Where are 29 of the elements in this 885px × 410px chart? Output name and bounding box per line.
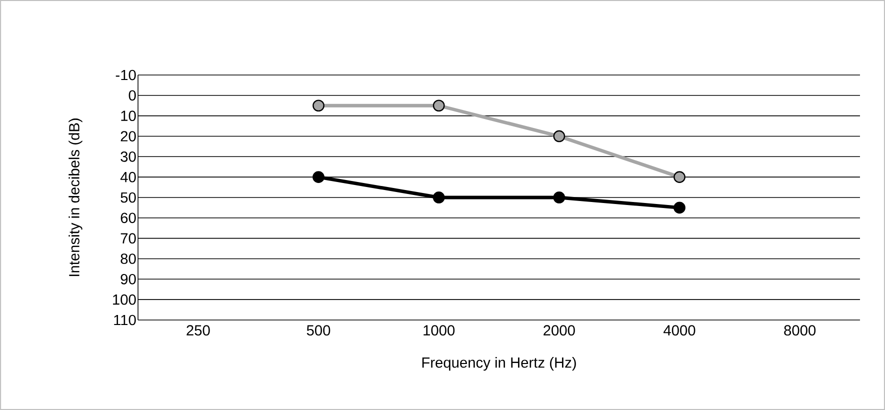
y-tick-label: 90 bbox=[120, 274, 136, 284]
x-axis-title: Frequency in Hertz (Hz) bbox=[422, 357, 576, 371]
y-tick-label: 50 bbox=[120, 192, 136, 203]
point bbox=[312, 100, 324, 112]
y-tick-label: 110 bbox=[114, 314, 136, 326]
x-tick-label: 2000 bbox=[544, 325, 575, 336]
y-tick-label: 40 bbox=[120, 172, 136, 182]
y-tick-label: 0 bbox=[128, 90, 136, 101]
y-tick-label: 30 bbox=[120, 151, 136, 162]
point bbox=[674, 171, 686, 184]
y-tick-label: 70 bbox=[120, 233, 136, 244]
y-tick-label: 60 bbox=[120, 212, 136, 224]
point bbox=[553, 130, 566, 142]
point bbox=[553, 192, 566, 204]
y-axis-title: Intensity in decibels (dB) bbox=[68, 118, 82, 276]
x-tick-label: 1000 bbox=[424, 325, 455, 336]
point bbox=[312, 171, 324, 184]
x-tick-label: 500 bbox=[306, 325, 330, 336]
point bbox=[432, 100, 445, 112]
y-tick-label: 10 bbox=[121, 110, 136, 122]
y-tick-label: 100 bbox=[113, 294, 136, 305]
y-tick-label: 80 bbox=[120, 254, 136, 264]
point bbox=[674, 202, 686, 214]
y-tick-label: -10 bbox=[116, 70, 136, 80]
y-tick-label: 20 bbox=[120, 131, 136, 142]
x-tick-label: 4000 bbox=[664, 325, 696, 336]
point bbox=[432, 192, 445, 204]
x-tick-label: 250 bbox=[186, 325, 210, 336]
x-tick-label: 8000 bbox=[784, 325, 816, 336]
